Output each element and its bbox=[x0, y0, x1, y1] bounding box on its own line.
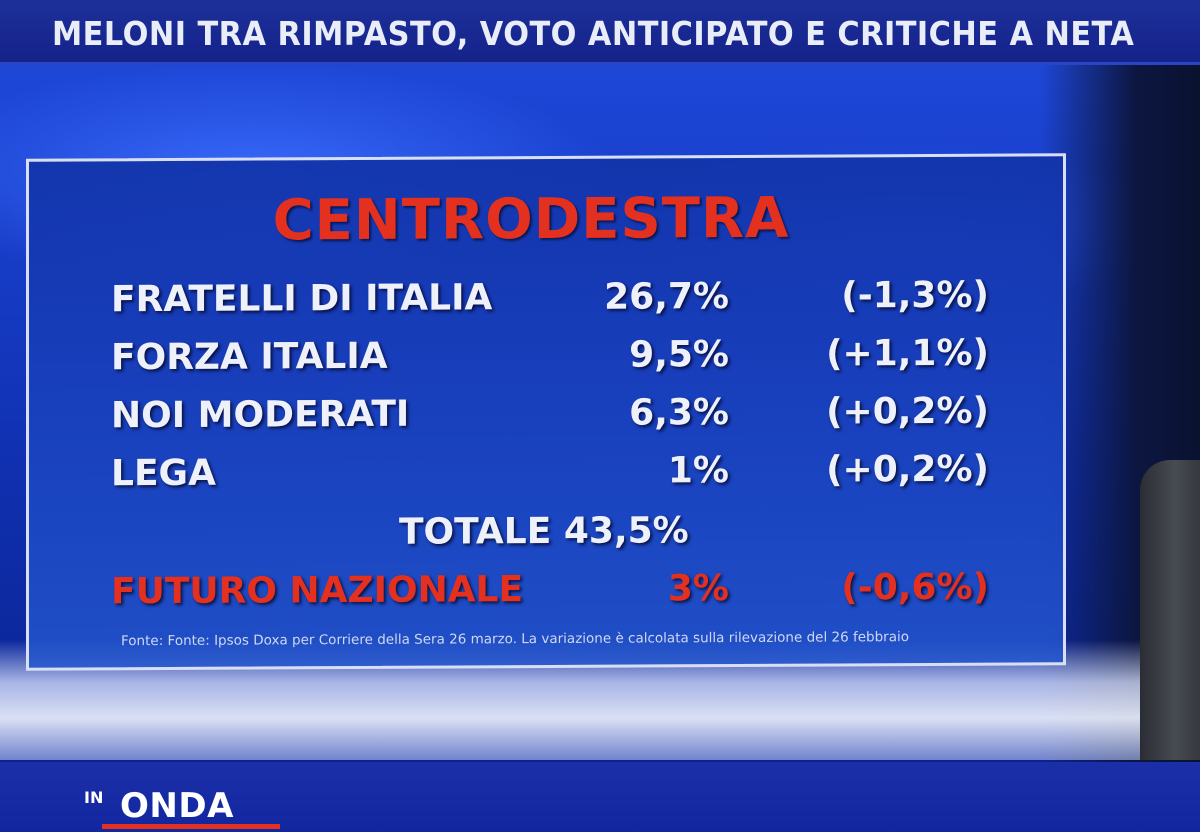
show-logo: IN ONDA bbox=[82, 784, 282, 829]
party-change: (-1,3%) bbox=[841, 274, 989, 317]
coalition-total: TOTALE 43,5% bbox=[399, 510, 689, 553]
party-name: LEGA bbox=[111, 452, 216, 495]
news-ticker: MELONI TRA RIMPASTO, VOTO ANTICIPATO E C… bbox=[0, 0, 1200, 65]
poll-row: FRATELLI DI ITALIA 26,7% (-1,3%) bbox=[29, 274, 1069, 335]
bottom-bar bbox=[0, 762, 1200, 832]
party-name: FORZA ITALIA bbox=[111, 335, 388, 379]
logo-name: ONDA bbox=[120, 786, 234, 826]
poll-panel: CENTRODESTRA FRATELLI DI ITALIA 26,7% (-… bbox=[26, 153, 1069, 671]
poll-row: NOI MODERATI 6,3% (+0,2%) bbox=[29, 390, 1069, 451]
party-percentage: 3% bbox=[667, 568, 729, 610]
party-name: NOI MODERATI bbox=[111, 393, 410, 437]
poll-row-extra: FUTURO NAZIONALE 3% (-0,6%) bbox=[29, 566, 1069, 627]
party-percentage: 1% bbox=[667, 450, 729, 492]
ticker-headline: MELONI TRA RIMPASTO, VOTO ANTICIPATO E C… bbox=[52, 14, 1135, 53]
party-change: (-0,6%) bbox=[841, 566, 989, 609]
party-change: (+0,2%) bbox=[826, 390, 989, 433]
party-change: (+0,2%) bbox=[826, 448, 989, 491]
party-percentage: 6,3% bbox=[629, 392, 729, 434]
panel-title: CENTRODESTRA bbox=[272, 185, 790, 254]
logo-prefix: IN bbox=[84, 788, 104, 807]
party-percentage: 9,5% bbox=[629, 334, 729, 376]
source-note: Fonte: Fonte: Ipsos Doxa per Corriere de… bbox=[121, 629, 909, 650]
poll-row: LEGA 1% (+0,2%) bbox=[29, 448, 1069, 509]
party-change: (+1,1%) bbox=[826, 332, 989, 375]
party-percentage: 26,7% bbox=[604, 276, 729, 318]
party-name: FUTURO NAZIONALE bbox=[111, 569, 524, 613]
logo-underline bbox=[102, 824, 280, 829]
party-name: FRATELLI DI ITALIA bbox=[111, 277, 493, 321]
poll-row: FORZA ITALIA 9,5% (+1,1%) bbox=[29, 332, 1069, 393]
presenter-silhouette bbox=[1140, 460, 1200, 760]
